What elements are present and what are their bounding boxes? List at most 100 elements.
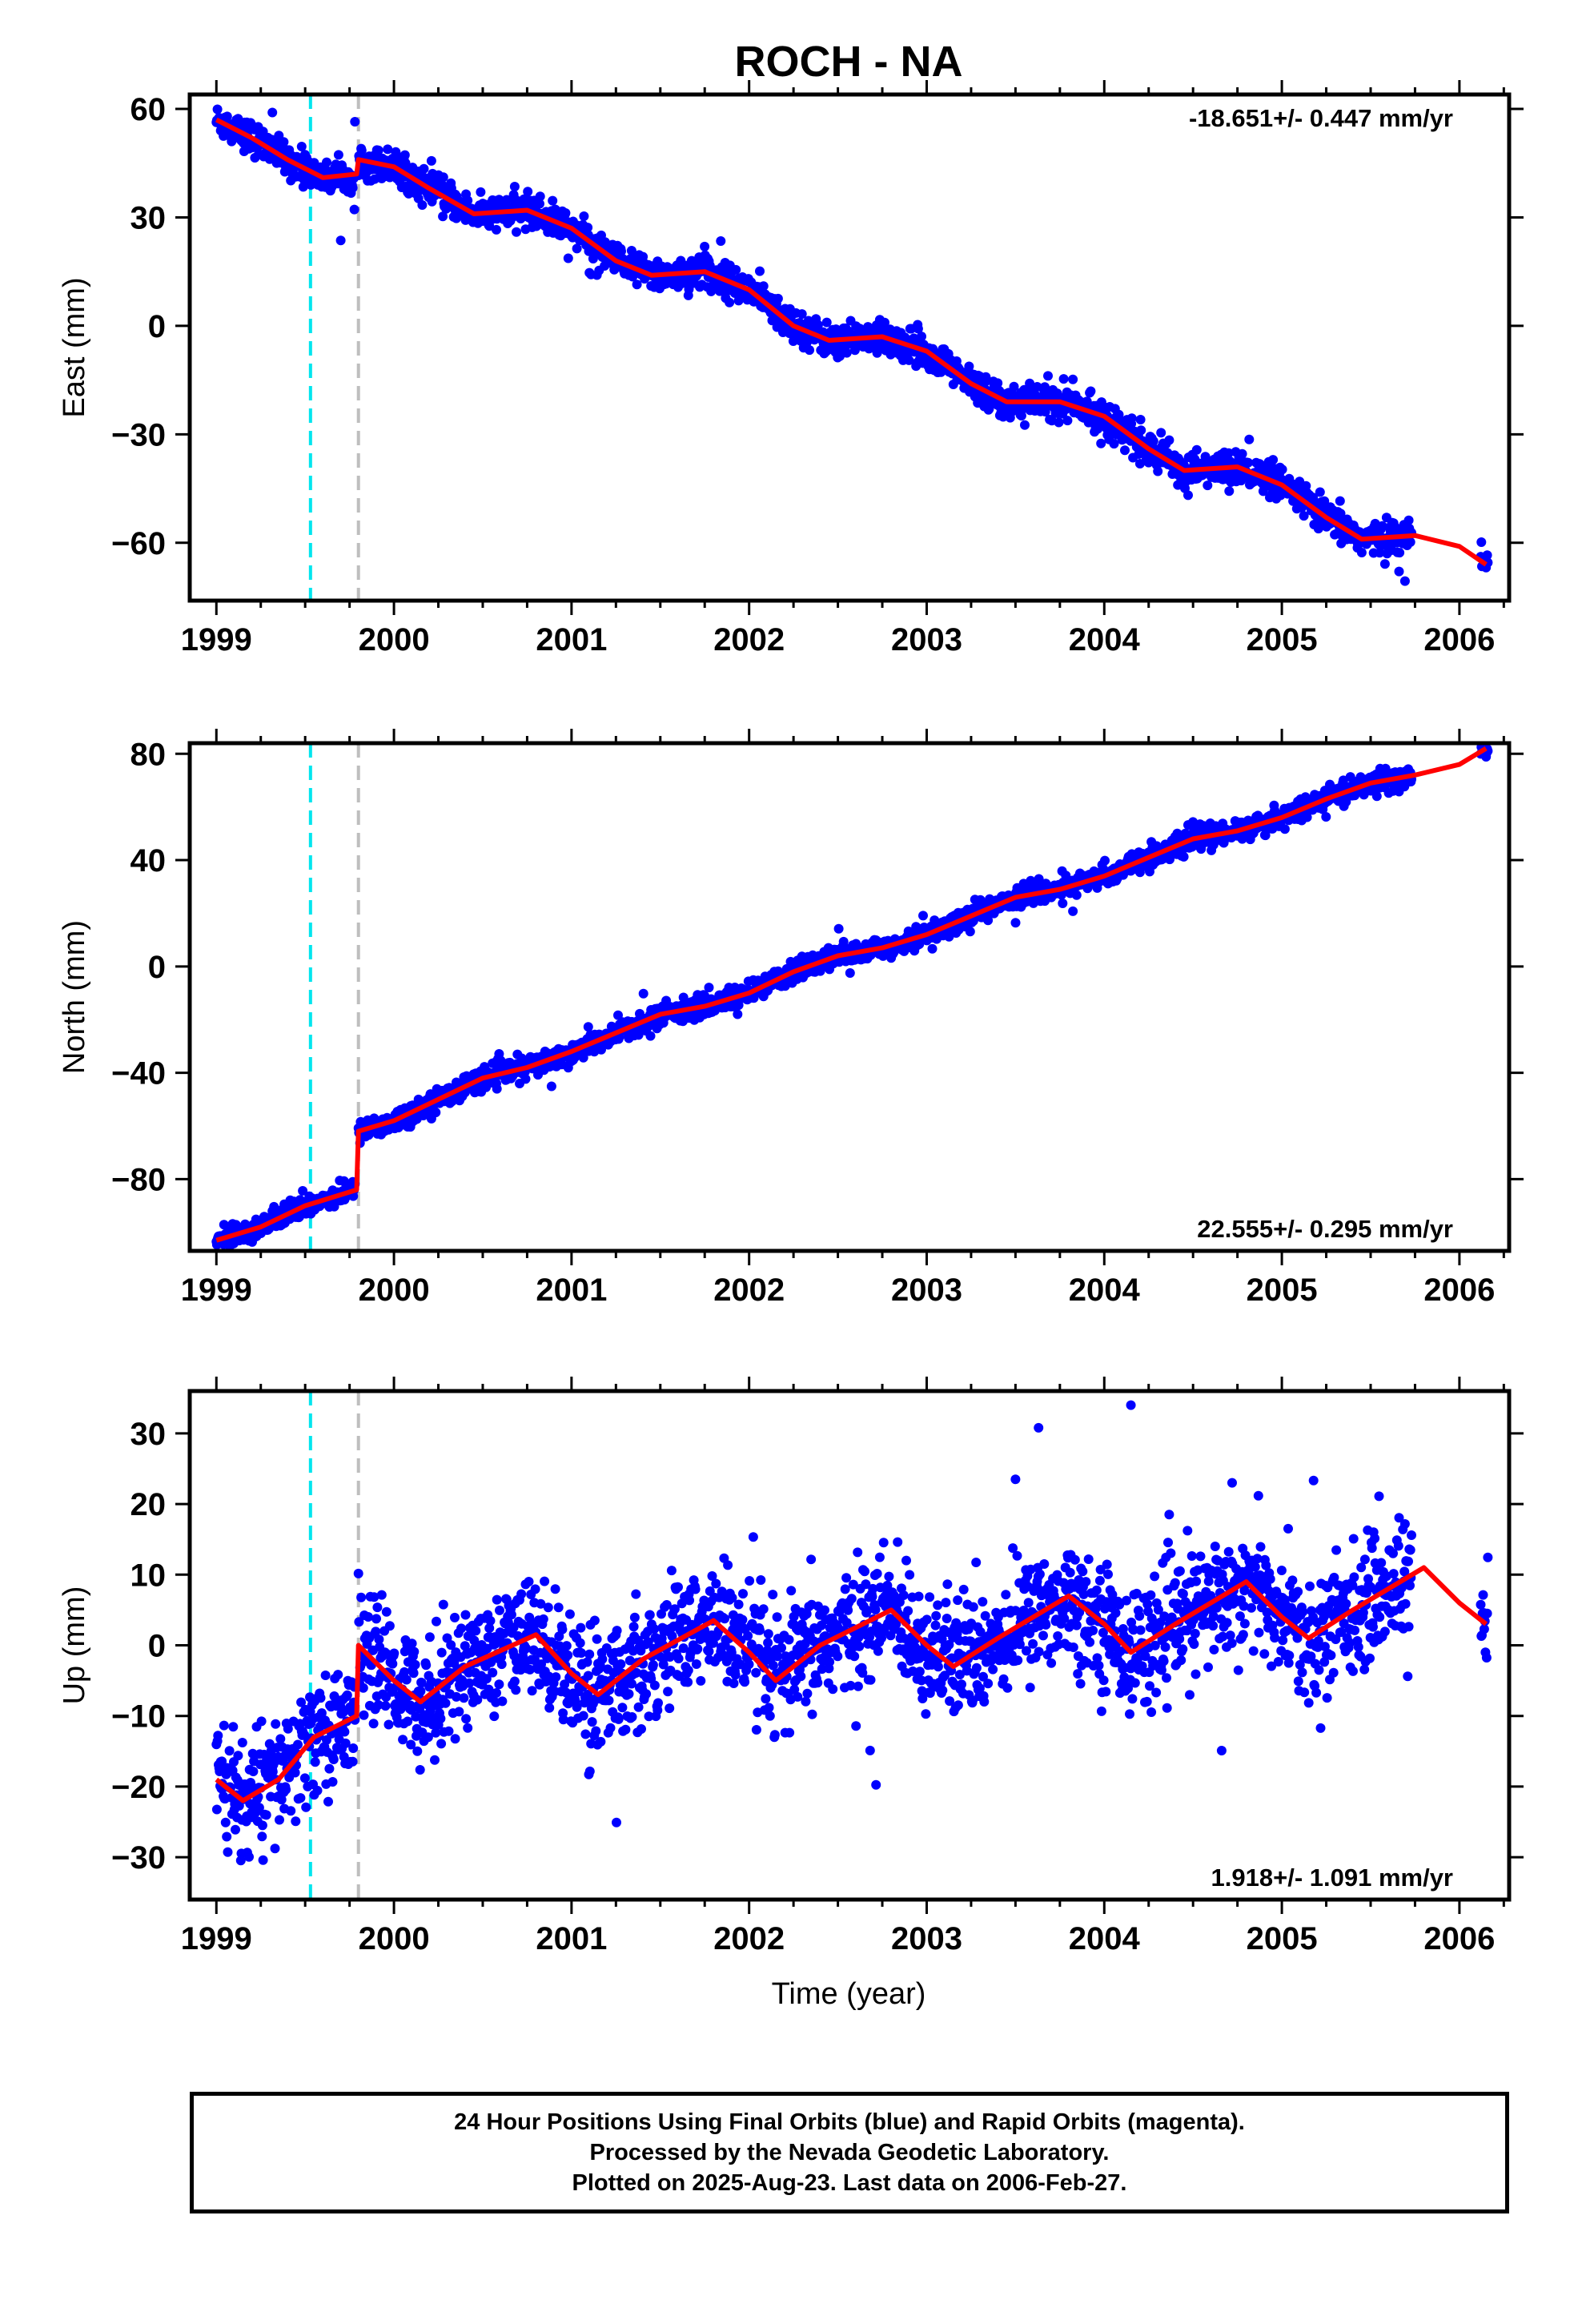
- data-point: [438, 211, 448, 222]
- data-point: [342, 1690, 352, 1700]
- data-point: [1244, 434, 1255, 444]
- data-point: [271, 1719, 281, 1729]
- rate-label: -18.651+/- 0.447 mm/yr: [1189, 104, 1453, 132]
- data-point: [261, 1810, 271, 1820]
- data-point: [704, 983, 714, 993]
- data-point: [411, 1711, 421, 1722]
- data-point: [408, 1668, 419, 1679]
- chart-title: ROCH - NA: [735, 38, 963, 86]
- data-point: [213, 1731, 223, 1741]
- y-tick-label: −30: [111, 417, 166, 452]
- data-point: [613, 1010, 623, 1020]
- data-point: [588, 254, 598, 263]
- data-point: [359, 1710, 369, 1720]
- x-tick-label: 2001: [536, 622, 607, 657]
- data-point: [492, 224, 501, 235]
- data-point: [322, 157, 331, 167]
- data-point: [678, 992, 689, 1003]
- data-point: [293, 1739, 303, 1750]
- data-point: [1068, 906, 1078, 916]
- data-point: [1126, 413, 1137, 424]
- data-points: [211, 743, 1493, 1250]
- data-point: [1279, 824, 1290, 834]
- data-point: [283, 1723, 293, 1734]
- data-point: [328, 1755, 339, 1764]
- data-point: [412, 1746, 423, 1756]
- data-point: [1203, 480, 1213, 491]
- data-point: [583, 1022, 593, 1032]
- data-point: [1153, 466, 1163, 476]
- data-point: [512, 227, 521, 237]
- data-point: [383, 144, 393, 155]
- data-point: [1096, 438, 1106, 448]
- data-point: [401, 1675, 412, 1685]
- y-tick-label: −40: [111, 1056, 166, 1092]
- data-point: [755, 266, 765, 276]
- data-point: [914, 939, 925, 949]
- data-point: [1476, 537, 1487, 547]
- data-point: [1068, 374, 1078, 384]
- x-tick-label: 2003: [891, 622, 962, 657]
- data-point: [333, 1670, 343, 1680]
- data-point: [758, 281, 769, 292]
- data-point: [269, 1201, 279, 1212]
- data-point: [1061, 870, 1071, 881]
- data-point: [1156, 428, 1166, 438]
- data-point: [983, 915, 994, 926]
- data-point: [223, 1847, 233, 1857]
- data-point: [1399, 576, 1410, 586]
- data-point: [376, 1590, 387, 1600]
- data-point: [918, 911, 928, 921]
- data-point: [371, 1614, 381, 1624]
- data-point: [296, 142, 307, 151]
- data-point: [1043, 371, 1053, 381]
- data-point: [258, 1855, 268, 1865]
- data-point: [372, 1602, 383, 1613]
- data-point: [1009, 381, 1019, 392]
- data-point: [383, 1719, 394, 1730]
- data-point: [256, 1716, 267, 1727]
- data-point: [267, 107, 278, 118]
- data-point: [403, 1716, 413, 1727]
- rate-label: 22.555+/- 0.295 mm/yr: [1197, 1215, 1453, 1243]
- data-point: [400, 1667, 410, 1677]
- panel-up: 1999 2000 2001 2002 2003 2004 2005 20063020100−…: [58, 1377, 1524, 1956]
- data-point: [327, 1777, 338, 1787]
- data-point: [416, 1678, 427, 1688]
- data-point: [381, 1606, 391, 1617]
- data-point: [572, 243, 582, 254]
- data-point: [295, 1793, 306, 1803]
- x-tick-label: 2003: [891, 1273, 962, 1308]
- data-point: [335, 235, 346, 246]
- y-tick-label: −80: [111, 1162, 166, 1197]
- data-point: [1120, 445, 1130, 456]
- data-point: [1058, 374, 1069, 384]
- data-point: [358, 1683, 368, 1693]
- y-axis-label: North (mm): [58, 920, 91, 1074]
- data-point: [348, 1743, 359, 1753]
- data-point: [645, 1031, 656, 1041]
- data-point: [1071, 890, 1082, 900]
- data-point: [315, 1693, 326, 1703]
- data-point: [347, 183, 358, 193]
- data-point: [371, 1626, 381, 1637]
- data-point: [324, 1763, 335, 1774]
- data-point: [1277, 464, 1287, 475]
- data-point: [1136, 425, 1146, 436]
- data-point: [233, 1751, 243, 1761]
- data-point: [407, 1638, 417, 1649]
- data-point: [340, 1738, 351, 1748]
- data-point: [1135, 415, 1146, 424]
- x-tick-label: 2000: [359, 622, 430, 657]
- data-point: [356, 1592, 367, 1602]
- panel-north: 1999 2000 2001 2002 2003 2004 2005 200680400−40…: [58, 729, 1524, 1308]
- data-point: [1183, 490, 1193, 501]
- data-point: [821, 317, 832, 328]
- data-point: [1379, 559, 1390, 569]
- data-point: [217, 1756, 227, 1767]
- data-point: [733, 1009, 743, 1019]
- data-point: [290, 1767, 300, 1778]
- data-point: [797, 309, 807, 320]
- data-point: [224, 1746, 235, 1756]
